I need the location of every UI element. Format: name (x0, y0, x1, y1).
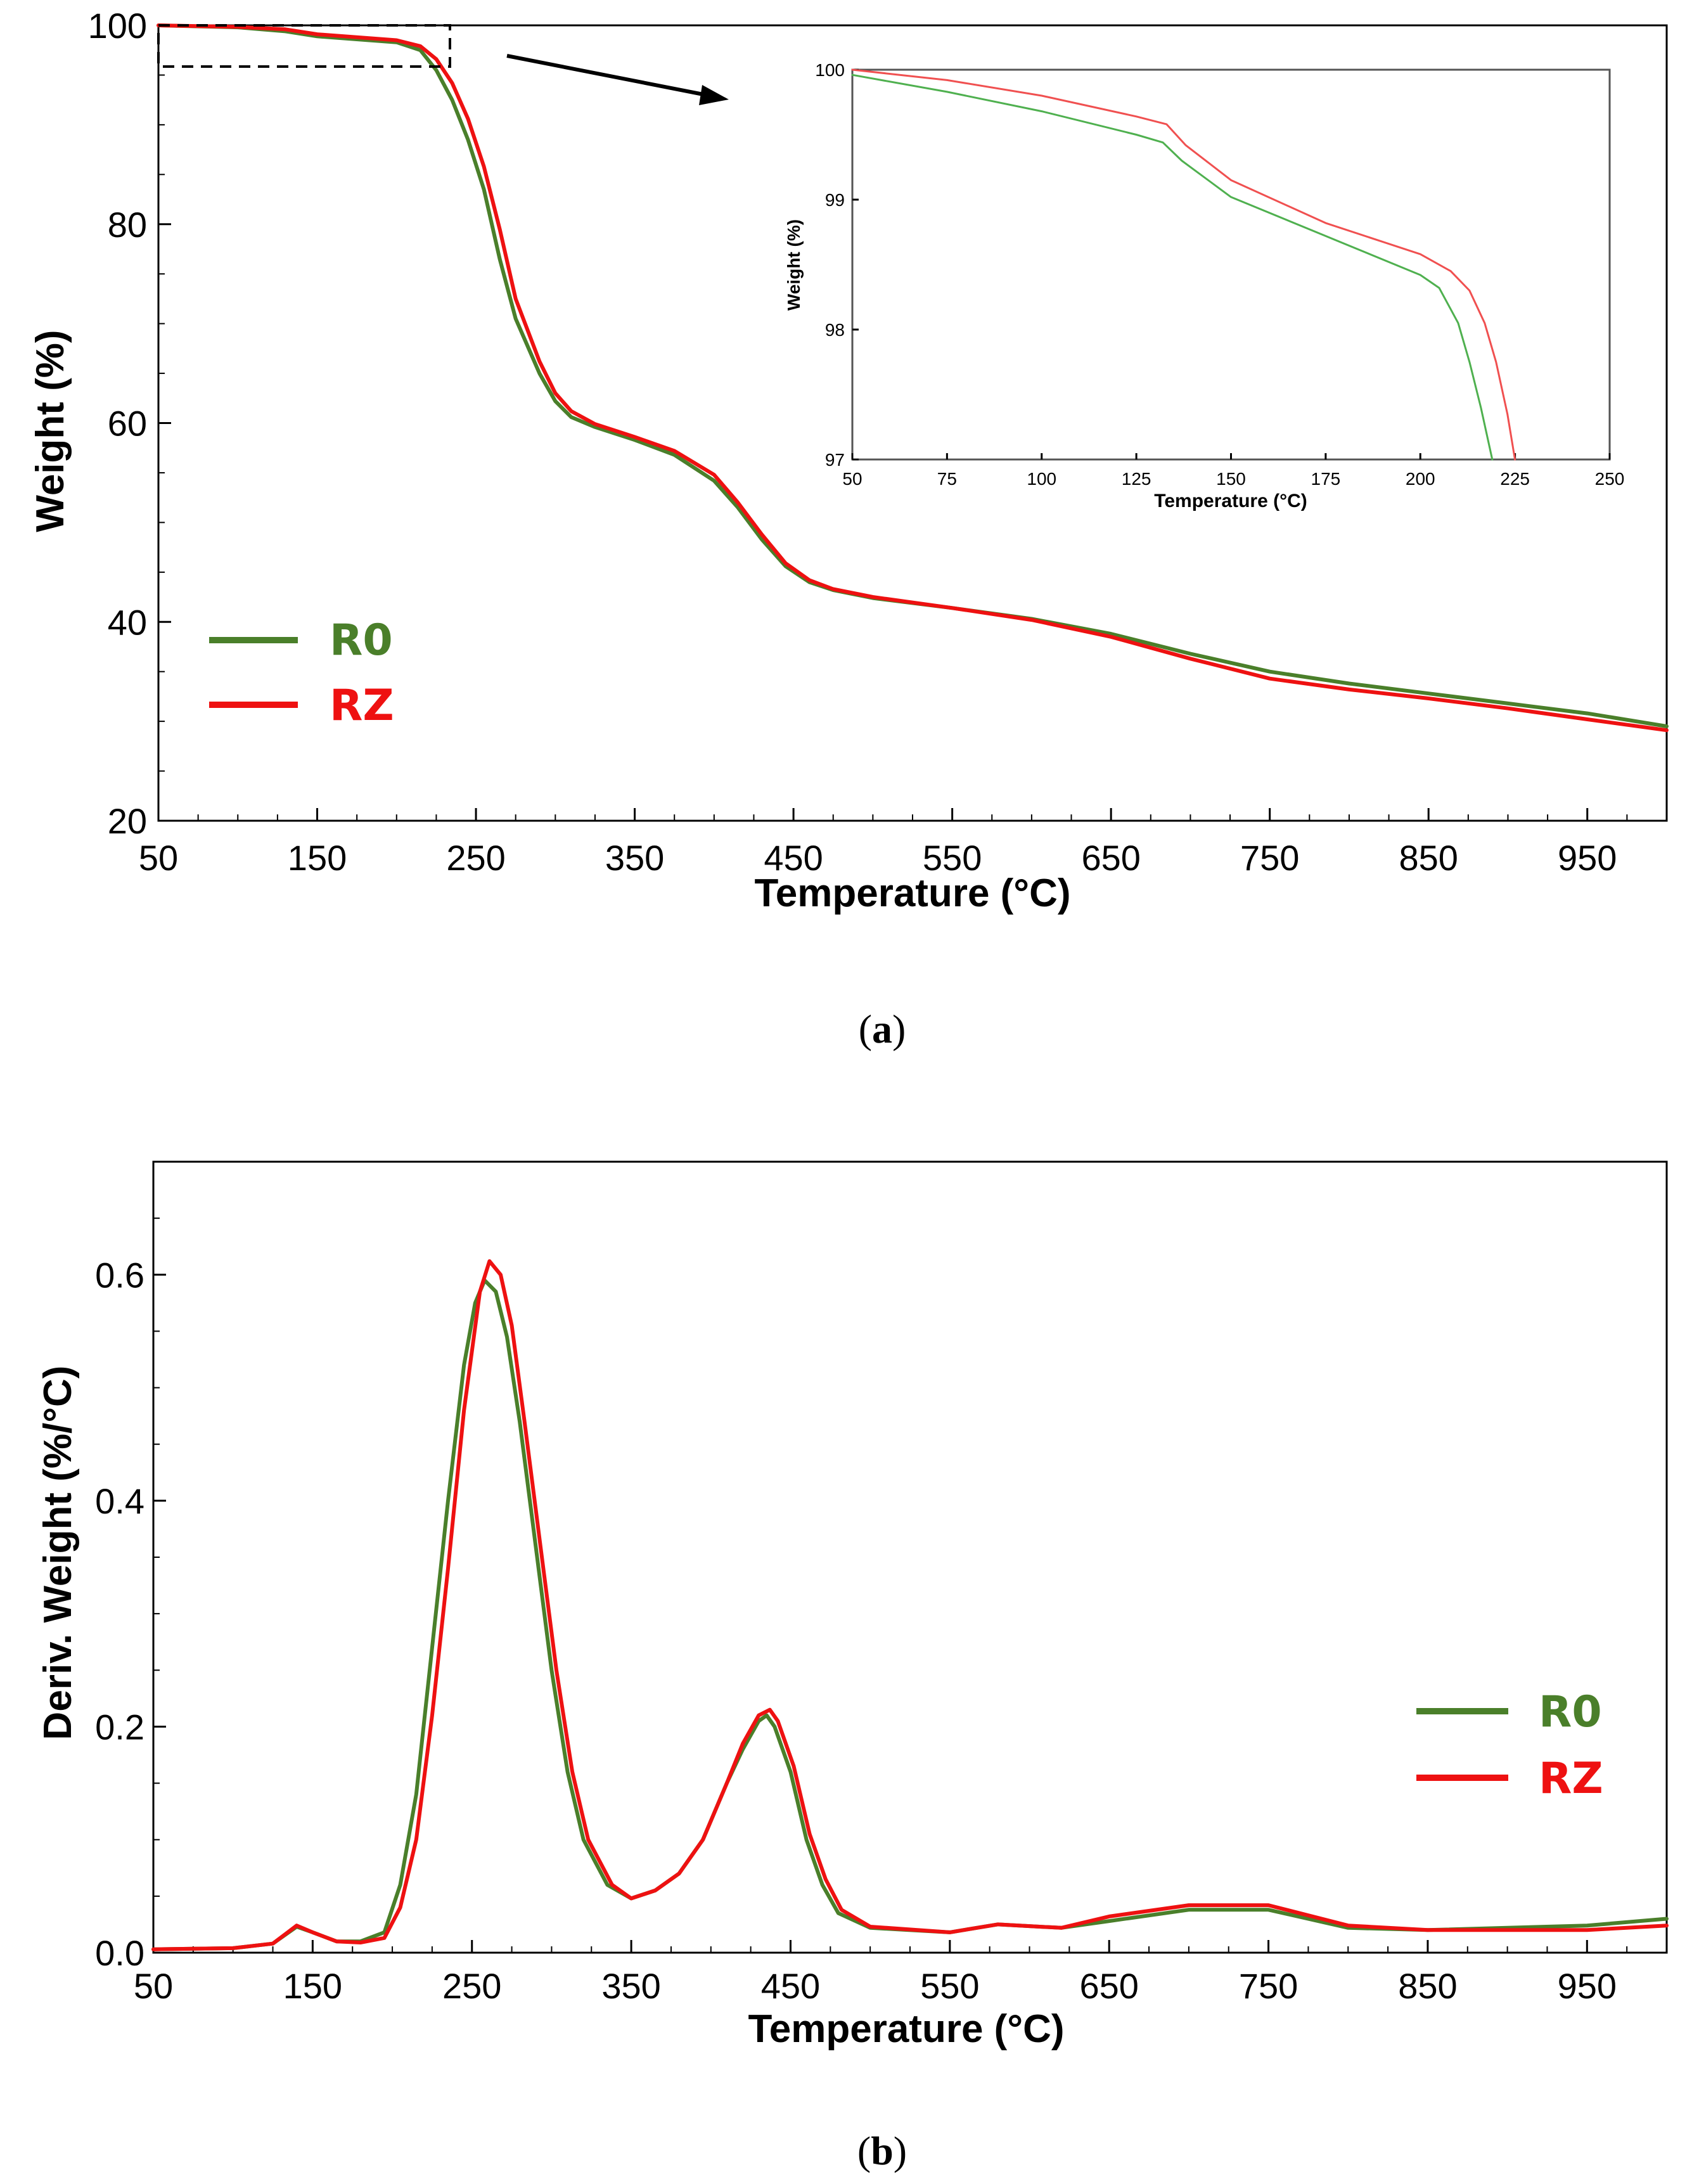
x-tick-label: 550 (920, 1966, 979, 2006)
inset-y-axis-title: Weight (%) (784, 219, 804, 311)
x-tick-label: 225 (1500, 469, 1530, 489)
x-tick-label: 350 (605, 838, 664, 878)
inset-y-tick-labels: 97 98 99 100 (815, 60, 845, 470)
x-tick-label: 50 (134, 1966, 173, 2006)
series-line-rz (157, 23, 1669, 733)
panel-a-chart: 50 150 250 350 450 550 650 750 850 950 20 40 60 80 10… (29, 6, 1669, 915)
x-tick-label: 200 (1406, 469, 1435, 489)
panel-a-x-tick-labels: 50 150 250 350 450 550 650 750 850 950 (139, 838, 1617, 878)
y-tick-label: 99 (825, 190, 845, 210)
panel-b-y-tick-labels: 0.0 0.2 0.4 0.6 (95, 1255, 144, 1973)
x-tick-label: 50 (842, 469, 862, 489)
y-tick-label: 100 (88, 6, 147, 46)
panel-a-ticks (157, 24, 1667, 822)
panel-a-x-axis-title: Temperature (°C) (754, 871, 1070, 915)
panel-b-x-tick-labels: 50 150 250 350 450 550 650 750 850 950 (134, 1966, 1617, 2006)
zoom-arrow (506, 54, 707, 97)
zoom-arrow-head (699, 85, 729, 105)
legend-label-r0: R0 (1539, 1687, 1602, 1737)
panel-b-caption: (b) (857, 2128, 907, 2173)
series-line-r0 (851, 74, 1494, 461)
panel-b-chart: 50 150 250 350 450 550 650 750 850 950 0.00.20.40… (36, 1160, 1669, 2051)
y-tick-label: 0.4 (95, 1481, 144, 1521)
inset-x-tick-labels: 50 75 100 125 150 175 200 225 250 (842, 469, 1624, 489)
legend-label-r0: R0 (330, 615, 393, 665)
x-tick-label: 175 (1311, 469, 1341, 489)
x-tick-label: 950 (1558, 838, 1617, 878)
zoom-region-box (157, 24, 451, 68)
x-tick-label: 750 (1239, 1966, 1298, 2006)
y-tick-label: 60 (108, 404, 147, 444)
panel-b-ticks (152, 1161, 1667, 1954)
y-tick-label: 100 (815, 60, 845, 80)
inset-series (851, 68, 1516, 461)
y-tick-label: 0.6 (95, 1255, 144, 1295)
y-tick-label: 0.0 (95, 1933, 144, 1973)
y-tick-label: 80 (108, 205, 147, 245)
panel-b-y-axis-title: Deriv. Weight (%/°C) (36, 1366, 80, 1740)
inset-x-axis-title: Temperature (°C) (1154, 491, 1307, 511)
x-tick-label: 150 (283, 1966, 342, 2006)
series-line-r0 (151, 1278, 1669, 1951)
series-line-rz (151, 1259, 1669, 1951)
x-tick-label: 250 (1595, 469, 1625, 489)
panel-a-y-tick-labels: 20 40 60 80 100 (88, 6, 147, 841)
panel-b-legend: R0 RZ (1416, 1687, 1603, 1804)
x-tick-label: 50 (139, 838, 178, 878)
legend-label-rz: RZ (330, 681, 394, 731)
x-tick-label: 750 (1240, 838, 1299, 878)
x-tick-label: 150 (1216, 469, 1246, 489)
y-tick-label: 40 (108, 602, 147, 642)
x-tick-label: 850 (1398, 1966, 1457, 2006)
x-tick-label: 150 (288, 838, 347, 878)
panel-a-caption: (a) (859, 1006, 906, 1051)
x-tick-label: 350 (601, 1966, 660, 2006)
panel-a-y-axis-title: Weight (%) (29, 330, 72, 532)
panel-a-legend: R0 RZ (209, 615, 394, 731)
x-tick-label: 125 (1122, 469, 1151, 489)
x-tick-label: 950 (1558, 1966, 1617, 2006)
x-tick-label: 450 (761, 1966, 820, 2006)
y-tick-label: 97 (825, 450, 845, 470)
x-tick-label: 650 (1081, 838, 1140, 878)
inset-background (852, 70, 1610, 459)
x-tick-label: 250 (446, 838, 505, 878)
y-tick-label: 20 (108, 801, 147, 841)
panel-b-series (151, 1259, 1669, 1951)
x-tick-label: 450 (764, 838, 823, 878)
legend-label-rz: RZ (1539, 1754, 1603, 1804)
y-tick-label: 0.2 (95, 1707, 144, 1747)
panel-a-series (157, 23, 1669, 733)
y-tick-label: 98 (825, 320, 845, 340)
x-tick-label: 75 (937, 469, 957, 489)
x-tick-label: 100 (1027, 469, 1056, 489)
series-line-r0 (157, 23, 1669, 728)
x-tick-label: 850 (1399, 838, 1458, 878)
x-tick-label: 550 (923, 838, 982, 878)
x-tick-label: 650 (1079, 1966, 1138, 2006)
series-line-rz (851, 68, 1516, 461)
panel-b-plot-frame (152, 1160, 1668, 1954)
inset-chart: 50 75 100 125 150 175 200 225 250 97 98 99 100 Temp… (784, 60, 1624, 511)
x-tick-label: 250 (442, 1966, 501, 2006)
panel-b-x-axis-title: Temperature (°C) (748, 2007, 1064, 2051)
